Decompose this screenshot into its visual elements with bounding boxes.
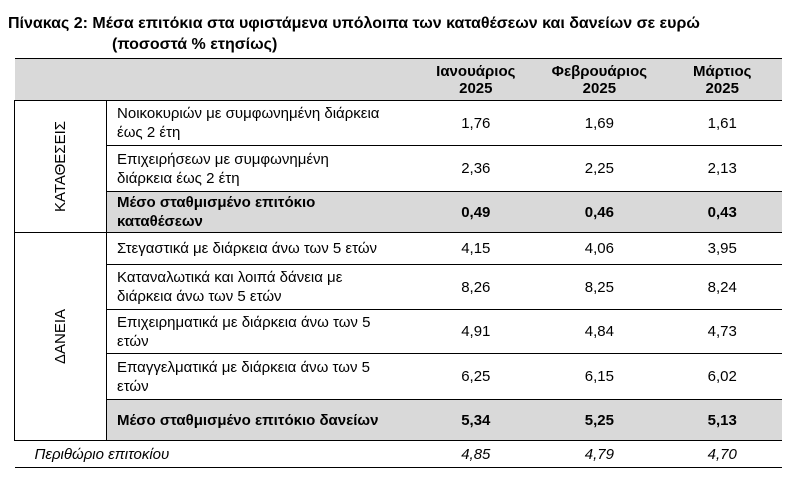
group-label-loans: ΔΑΝΕΙΑ [13,232,108,441]
cell-value: 4,73 [662,309,782,354]
cell-value: 8,24 [662,264,782,310]
cell-value: 1,76 [415,100,537,146]
table-row: Καταναλωτικά και λοιπά δάνεια με διάρκεια… [15,264,782,310]
row-label: Επιχειρηματικά με διάρκεια άνω των 5 ετών [106,309,416,354]
cell-value: 4,91 [415,309,537,354]
cell-value: 4,15 [415,232,537,265]
interest-margin-row: Περιθώριο επιτοκίου 4,85 4,79 4,70 [14,440,782,468]
row-label: Στεγαστικά με διάρκεια άνω των 5 ετών [106,232,416,265]
cell-value: 0,43 [662,191,782,233]
cell-value: 8,25 [536,264,663,310]
cell-value: 0,46 [536,191,663,233]
cell-value: 5,13 [662,399,782,441]
cell-value: 1,61 [662,100,782,146]
header-empty-cell [14,58,416,101]
header-col-feb: Φεβρουάριος 2025 [536,58,663,101]
cell-value: 4,70 [662,440,782,468]
row-label: Επαγγελματικά με διάρκεια άνω των 5 ετών [106,353,416,400]
table-row: Επιχειρήσεων με συμφωνημένη διάρκεια έως … [15,145,782,192]
average-row-deposits: Μέσο σταθμισμένο επιτόκιο καταθέσεων 0,49… [15,191,782,233]
cell-value: 4,79 [536,440,663,468]
row-label: Περιθώριο επιτοκίου [14,440,416,468]
cell-value: 4,06 [536,232,663,265]
cell-value: 5,34 [415,399,537,441]
cell-value: 4,85 [415,440,537,468]
header-row: Ιανουάριος 2025 Φεβρουάριος 2025 Μάρτιος 20… [14,58,782,101]
average-row-loans: Μέσο σταθμισμένο επιτόκιο δανείων 5,34 5… [15,399,782,441]
table-row: ΚΑΤΑΘΕΣΕΙΣ Νοικοκυριών με συμφωνημένη δι… [13,100,782,233]
cell-value: 2,36 [415,145,537,192]
cell-value: 6,02 [662,353,782,400]
cell-value: 0,49 [415,191,537,233]
cell-value: 6,15 [536,353,663,400]
header-col-mar: Μάρτιος 2025 [662,58,782,101]
cell-value: 1,69 [536,100,663,146]
cell-value: 4,84 [536,309,663,354]
table-row: Επιχειρηματικά με διάρκεια άνω των 5 ετών… [15,309,782,354]
cell-value: 8,26 [415,264,537,310]
row-label: Μέσο σταθμισμένο επιτόκιο δανείων [106,399,416,441]
interest-rates-table: Ιανουάριος 2025 Φεβρουάριος 2025 Μάρτιος 20… [13,58,782,468]
cell-value: 2,13 [662,145,782,192]
cell-value: 3,95 [662,232,782,265]
cell-value: 6,25 [415,353,537,400]
table-row: ΔΑΝΕΙΑ Στεγαστικά με διάρκεια άνω των 5 … [13,232,782,441]
row-label: Νοικοκυριών με συμφωνημένη διάρκεια έως 2… [106,100,416,146]
table-title: Πίνακας 2: Μέσα επιτόκια στα υφιστάμενα … [8,15,700,32]
row-label: Επιχειρήσεων με συμφωνημένη διάρκεια έως … [106,145,416,192]
header-col-jan: Ιανουάριος 2025 [415,58,537,101]
group-label-deposits: ΚΑΤΑΘΕΣΕΙΣ [13,100,108,233]
table-row: Επαγγελματικά με διάρκεια άνω των 5 ετών … [15,353,782,400]
row-label: Καταναλωτικά και λοιπά δάνεια με διάρκεια… [106,264,416,310]
cell-value: 2,25 [536,145,663,192]
row-label: Μέσο σταθμισμένο επιτόκιο καταθέσεων [106,191,416,233]
cell-value: 5,25 [536,399,663,441]
table-subtitle: (ποσοστά % ετησίως) [112,36,278,53]
